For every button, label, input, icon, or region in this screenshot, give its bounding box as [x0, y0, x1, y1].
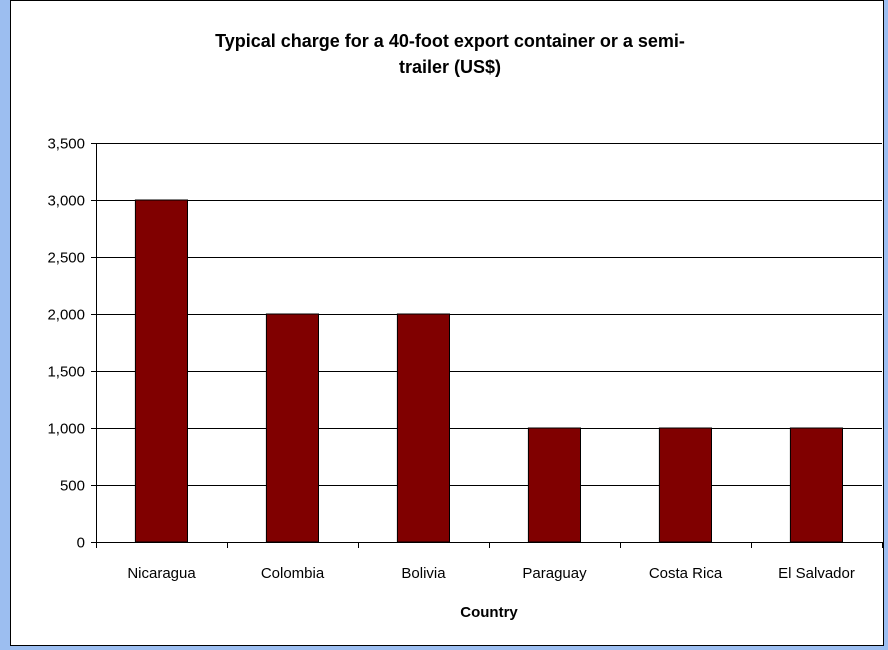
x-tick-labels: Nicaragua Colombia Bolivia Paraguay Costa Ri… — [127, 565, 855, 582]
x-tick-label: Colombia — [261, 565, 325, 582]
y-tick-label: 0 — [77, 535, 85, 552]
gridlines — [96, 143, 882, 486]
x-tick-label: Nicaragua — [127, 565, 196, 582]
y-tick-label: 1,500 — [47, 364, 85, 381]
x-axis-label: Country — [460, 604, 518, 621]
x-tick-label: Costa Rica — [649, 565, 723, 582]
y-tick-labels: 0 500 1,000 1,500 2,000 2,500 3,000 3,500 — [47, 136, 85, 552]
y-tick-label: 1,000 — [47, 421, 85, 438]
x-tick-label: Bolivia — [401, 565, 446, 582]
y-tick-label: 500 — [60, 478, 85, 495]
x-tick-label: El Salvador — [778, 565, 855, 582]
y-tick-label: 3,000 — [47, 193, 85, 210]
chart-title-line-1: Typical charge for a 40-foot export cont… — [215, 31, 685, 51]
bars — [134, 199, 844, 543]
axes — [91, 143, 883, 548]
bar — [396, 313, 450, 543]
bar — [134, 199, 188, 543]
bar — [658, 427, 713, 543]
chart-title: Typical charge for a 40-foot export cont… — [110, 28, 790, 80]
bar — [789, 427, 844, 543]
bar — [265, 313, 319, 543]
chart-title-line-2: trailer (US$) — [398, 57, 502, 77]
y-tick-label: 2,000 — [47, 307, 85, 324]
bar — [527, 427, 582, 543]
y-tick-label: 2,500 — [47, 250, 85, 267]
y-tick-label: 3,500 — [47, 136, 85, 153]
x-tick-label: Paraguay — [522, 565, 587, 582]
